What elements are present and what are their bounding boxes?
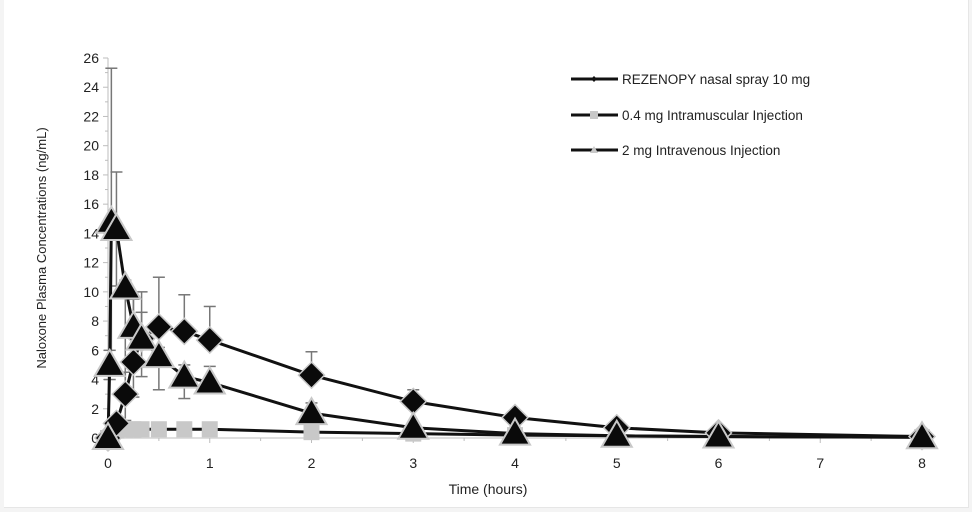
y-tick-label: 22 — [83, 108, 99, 124]
legend-label: 2 mg Intravenous Injection — [622, 143, 780, 158]
legend-item-intravenous: 2 mg Intravenous Injection — [571, 143, 780, 158]
triangle-marker — [167, 359, 202, 389]
y-tick-label: 6 — [91, 342, 99, 358]
diamond-marker — [111, 380, 140, 409]
diamond-marker — [119, 347, 148, 377]
triangle-marker-icon — [590, 146, 598, 153]
y-tick-label: 12 — [83, 255, 99, 271]
square-marker — [150, 421, 167, 438]
x-axis-label: Time (hours) — [449, 481, 528, 497]
y-tick-label: 26 — [83, 50, 99, 66]
y-tick-label: 24 — [83, 79, 99, 95]
y-axis-label: Naloxone Plasma Concentrations (ng/mL) — [34, 127, 49, 368]
triangle-marker — [294, 396, 329, 426]
square-marker — [201, 421, 218, 438]
y-tick-label: 14 — [83, 225, 99, 241]
x-tick-label: 5 — [613, 455, 621, 471]
diamond-marker — [399, 387, 428, 416]
square-marker — [176, 421, 193, 438]
diamond-marker-icon — [591, 76, 597, 82]
square-marker-icon — [590, 111, 598, 119]
series-markers — [91, 204, 939, 453]
x-tick-label: 1 — [206, 455, 214, 471]
x-tick-label: 8 — [918, 455, 926, 471]
triangle-marker — [142, 339, 176, 369]
legend-label: REZENOPY nasal spray 10 mg — [622, 72, 810, 87]
triangle-marker — [498, 416, 532, 446]
triangle-marker — [92, 347, 127, 377]
triangle-marker — [905, 420, 939, 450]
x-tick-label: 4 — [511, 455, 519, 471]
triangle-marker — [193, 365, 227, 395]
x-tick-label: 3 — [409, 455, 417, 471]
legend-label: 0.4 mg Intramuscular Injection — [622, 108, 803, 123]
legend-item-nasal-spray: REZENOPY nasal spray 10 mg — [571, 72, 810, 87]
x-tick-label: 0 — [104, 455, 112, 471]
triangle-marker — [701, 419, 736, 449]
y-tick-label: 16 — [83, 196, 99, 212]
triangle-marker — [396, 410, 430, 440]
diamond-marker — [195, 326, 224, 355]
y-tick-label: 18 — [83, 167, 99, 183]
triangle-marker — [108, 270, 143, 300]
y-tick-label: 20 — [83, 138, 99, 154]
legend: REZENOPY nasal spray 10 mg 0.4 mg Intram… — [571, 72, 810, 158]
triangle-marker — [124, 321, 159, 351]
diamond-marker — [170, 317, 199, 346]
legend-item-intramuscular: 0.4 mg Intramuscular Injection — [571, 108, 803, 123]
triangle-marker — [99, 211, 134, 241]
y-tick-label: 4 — [91, 372, 99, 388]
y-axis: 02468101214161820222426 — [83, 50, 109, 446]
triangle-marker — [600, 418, 634, 448]
x-tick-label: 2 — [308, 455, 316, 471]
square-marker — [303, 424, 320, 441]
diamond-marker — [297, 361, 326, 390]
x-tick-label: 7 — [816, 455, 824, 471]
y-tick-label: 8 — [91, 313, 99, 329]
square-marker — [133, 421, 150, 438]
y-tick-label: 10 — [83, 284, 99, 300]
triangle-marker — [91, 420, 125, 450]
y-tick-label: 2 — [91, 401, 99, 417]
x-tick-label: 6 — [715, 455, 723, 471]
